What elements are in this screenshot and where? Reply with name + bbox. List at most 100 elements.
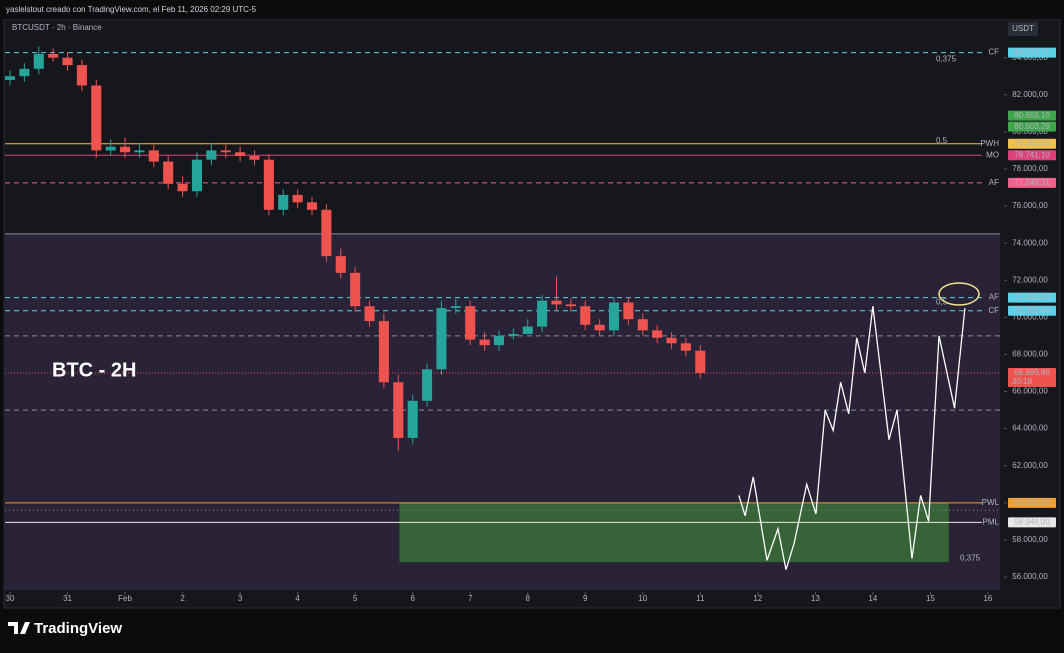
y-tick-label: 68.000,00 — [1012, 350, 1048, 359]
level-tag — [1008, 497, 1056, 508]
y-tick-label: 72.000,00 — [1012, 275, 1048, 284]
projection-line — [738, 306, 966, 570]
level-tag — [1008, 292, 1056, 303]
x-tick-label: Feb — [118, 594, 132, 603]
candle-body — [608, 302, 620, 331]
price-tag — [1008, 121, 1056, 132]
x-tick-label: 15 — [926, 594, 935, 603]
x-tick-label: 13 — [811, 594, 820, 603]
candle-body — [695, 350, 706, 373]
level-name: AF — [989, 178, 999, 187]
candle-body — [148, 150, 159, 162]
x-tick-label: 3 — [238, 594, 243, 603]
candle-body — [134, 150, 145, 153]
candle-body — [450, 306, 461, 309]
candle-body — [436, 308, 447, 370]
x-tick-label: 14 — [868, 594, 877, 603]
candle-body — [537, 300, 548, 327]
level-tag — [1008, 47, 1056, 58]
candle-body — [76, 65, 87, 86]
x-tick-label: 10 — [638, 594, 647, 603]
y-tick-label: 58.000,00 — [1012, 535, 1048, 544]
candle-body — [206, 150, 217, 160]
level-tag-label: 78.741,10 — [1014, 150, 1050, 159]
candle-body — [4, 76, 16, 80]
x-tick-label: 30 — [6, 594, 15, 603]
x-tick-label: 8 — [525, 594, 530, 603]
candle-body — [580, 306, 591, 325]
level-tag-label: 84.273,71 — [1014, 48, 1050, 57]
price-tag — [1008, 110, 1056, 121]
x-tick-label: 9 — [583, 594, 588, 603]
fib-label: 0,5 — [936, 136, 948, 145]
fib-label: 0,5 — [936, 297, 948, 306]
level-name: PWH — [980, 139, 999, 148]
candle-body — [62, 57, 73, 66]
y-tick-label: 62.000,00 — [1012, 461, 1048, 470]
candle-body — [163, 161, 174, 184]
candle-body — [191, 159, 202, 192]
overlay-label: BTC - 2H — [52, 359, 136, 381]
candle-body — [680, 343, 691, 351]
level-tag-label: 71.066,09 — [1014, 293, 1050, 302]
last-price-tag — [1008, 367, 1056, 387]
currency: USDT — [1012, 24, 1034, 33]
level-name: CF — [988, 48, 999, 57]
x-tick-label: 2 — [180, 594, 185, 603]
level-tag — [1008, 138, 1056, 149]
x-tick-label: 11 — [696, 594, 705, 603]
level-name: CF — [988, 306, 999, 315]
y-tick-label: 74.000,00 — [1012, 238, 1048, 247]
highlight-circle — [938, 282, 980, 306]
candle-body — [249, 155, 260, 160]
candle-body — [652, 330, 663, 338]
candle-body — [321, 209, 332, 257]
y-tick-label: 82.000,00 — [1012, 90, 1048, 99]
candle-body — [565, 304, 576, 307]
candle-body — [177, 183, 188, 192]
level-tag-label: 77.249,31 — [1014, 178, 1050, 187]
logo: TradingView — [8, 620, 122, 637]
level-name: AF — [989, 293, 999, 302]
y-tick-label: 70.000,00 — [1012, 312, 1048, 321]
candle-body — [48, 53, 59, 58]
candle-body — [407, 400, 418, 438]
logo-text: TradingView — [34, 620, 122, 637]
price-tag-label: 80.603,29 — [1014, 122, 1050, 131]
candle-body — [105, 146, 116, 151]
level-tag — [1008, 517, 1056, 528]
countdown: 30:18 — [1012, 377, 1033, 386]
candle-body — [551, 300, 562, 305]
candle-body — [292, 194, 303, 203]
level-name: PWL — [982, 498, 1000, 507]
x-tick-label: 16 — [983, 594, 992, 603]
candle-body — [594, 324, 605, 331]
x-tick-label: 4 — [295, 594, 300, 603]
level-tag-label: 79.360,00 — [1014, 139, 1050, 148]
candle-body — [637, 319, 648, 331]
fib-label: 0,375 — [960, 553, 981, 562]
candle-body — [235, 152, 246, 156]
candle-body — [33, 53, 44, 69]
candle-body — [479, 339, 490, 346]
level-name: PML — [983, 517, 1000, 526]
x-tick-label: 5 — [353, 594, 358, 603]
candle-body — [422, 369, 433, 401]
logo-mark — [8, 622, 30, 634]
y-tick-label: 64.000,00 — [1012, 424, 1048, 433]
candle-body — [220, 150, 231, 153]
level-name: MO — [986, 150, 999, 159]
candle-body — [335, 256, 346, 273]
candle-body — [666, 337, 677, 344]
candle-body — [522, 326, 533, 335]
currency-badge — [1008, 22, 1038, 36]
y-tick-label: 66.000,00 — [1012, 387, 1048, 396]
y-tick-label: 78.000,00 — [1012, 164, 1048, 173]
price-tag-label: 80.659,10 — [1014, 111, 1050, 120]
candle-body — [493, 335, 504, 346]
symbol-title: BTCUSDT · 2h · Binance — [12, 23, 102, 32]
candle-body — [378, 321, 389, 383]
candle-body — [120, 146, 131, 153]
candle-body — [278, 194, 289, 210]
